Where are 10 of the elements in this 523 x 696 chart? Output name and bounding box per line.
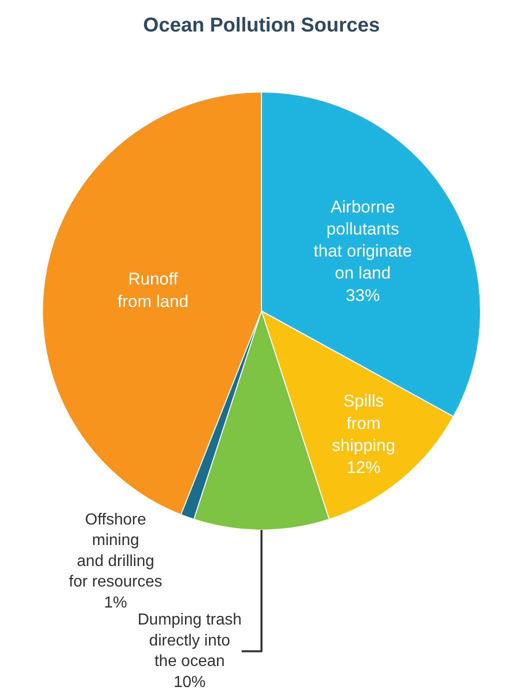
- slice-label: Runoff from land: [118, 270, 188, 311]
- data-label: 12%: [346, 458, 381, 477]
- slice-label: Offshore mining and drilling for resources: [68, 511, 162, 591]
- slice-label: Airborne pollutants that originate on land: [314, 197, 412, 283]
- chart-title: Ocean Pollution Sources: [143, 14, 380, 36]
- slice-label: Spills from shipping: [332, 392, 396, 455]
- data-label: 10%: [174, 674, 206, 691]
- data-label: 33%: [346, 286, 380, 305]
- data-label: 1%: [104, 594, 128, 612]
- slice-label: Dumping trash directly into the ocean: [138, 612, 242, 670]
